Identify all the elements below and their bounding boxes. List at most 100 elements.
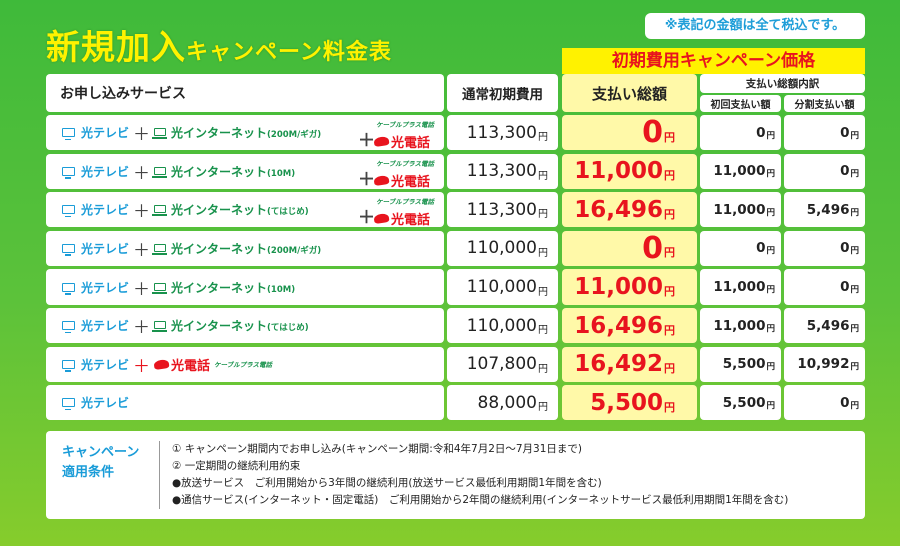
service-plan: (てはじめ) (267, 323, 309, 334)
split-fee: 5,496 円 (784, 308, 865, 344)
initial-fee-value: 5,500 (722, 394, 766, 411)
initial-fee-value: 11,000 (713, 317, 766, 334)
yen-unit: 円 (664, 323, 675, 337)
condition-line: ② 一定期間の継続利用約束 (172, 460, 301, 472)
initial-fee: 5,500 円 (700, 346, 781, 382)
plus-sign: ＋ (133, 163, 151, 184)
split-fee-value: 0 (840, 240, 850, 257)
service-plan: (10M) (267, 284, 296, 295)
yen-unit: 円 (850, 362, 859, 373)
plus-sign: ＋ (133, 318, 151, 339)
initial-fee-value: 11,000 (713, 279, 766, 296)
tv-icon (62, 321, 75, 334)
conditions-label-line1: キャンペーン (62, 445, 140, 460)
split-fee-value: 0 (840, 124, 850, 141)
pc-icon (152, 128, 168, 140)
service-phone-label: 光電話 (171, 358, 211, 374)
service-internet-label: 光インターネット (171, 280, 268, 295)
service-plan: (10M) (267, 168, 296, 179)
normal-fee-value: 113,300 (466, 161, 537, 182)
yen-unit: 円 (538, 402, 548, 414)
total-fee: 11,000 円 (562, 269, 697, 305)
header-split: 分割支払い額 (784, 95, 865, 112)
pc-icon (152, 321, 168, 333)
yen-unit: 円 (850, 400, 859, 411)
normal-fee: 113,300 円 (447, 192, 558, 228)
yen-unit: 円 (538, 209, 548, 221)
header-normal-fee: 通常初期費用 (447, 74, 558, 112)
yen-unit: 円 (664, 362, 675, 376)
phone-icon (373, 136, 390, 147)
initial-fee: 11,000 円 (700, 153, 781, 189)
normal-fee: 113,300 円 (447, 115, 558, 151)
yen-unit: 円 (850, 130, 859, 141)
normal-fee: 110,000 円 (447, 269, 558, 305)
tv-icon (62, 205, 75, 218)
header-service: お申し込みサービス (46, 74, 444, 112)
conditions-label: キャンペーン 適用条件 (62, 443, 154, 483)
normal-fee-value: 113,300 (466, 122, 537, 143)
initial-fee-value: 0 (756, 124, 766, 141)
pc-icon (152, 243, 168, 255)
pc-icon (152, 205, 168, 217)
total-fee: 5,500 円 (562, 385, 697, 421)
initial-fee: 11,000 円 (700, 269, 781, 305)
total-fee: 16,496 円 (562, 192, 697, 228)
title-sub: キャンペーン料金表 (186, 40, 392, 65)
service-tv-label: 光テレビ (81, 280, 130, 295)
yen-unit: 円 (538, 247, 548, 259)
service-phone-label: 光電話 (391, 213, 431, 228)
initial-fee-value: 11,000 (713, 201, 766, 218)
title-main: 新規加入 (46, 28, 186, 68)
service-plan: (200M/ギガ) (267, 130, 322, 141)
normal-fee-value: 113,300 (466, 199, 537, 220)
phone-line: 光電話 (373, 171, 430, 189)
service-tv-label: 光テレビ (81, 164, 130, 179)
service-plan: (てはじめ) (267, 207, 309, 218)
total-fee-value: 11,000 (574, 158, 663, 185)
campaign-conditions: キャンペーン 適用条件 ① キャンペーン期間内でお申し込み(キャンペーン期間:令… (46, 431, 865, 519)
split-fee-value: 5,496 (806, 317, 850, 334)
tax-note: ※表記の金額は全て税込です。 (645, 13, 865, 39)
plus-sign: ＋ (133, 202, 151, 223)
service-internet-label: 光インターネット (171, 241, 268, 256)
normal-fee-value: 88,000 (477, 392, 537, 413)
phone-option: ケーブルプラス電話＋ 光電話 (356, 117, 444, 150)
total-fee: 16,496 円 (562, 308, 697, 344)
pc-icon (152, 166, 168, 178)
plus-sign: ＋ (358, 131, 375, 151)
yen-unit: 円 (850, 169, 859, 180)
total-fee-value: 16,496 (574, 196, 663, 223)
tv-icon (62, 359, 75, 372)
yen-unit: 円 (538, 132, 548, 144)
conditions-list: ① キャンペーン期間内でお申し込み(キャンペーン期間:令和4年7月2日〜7月31… (172, 441, 788, 509)
yen-unit: 円 (850, 285, 859, 296)
yen-unit: 円 (664, 246, 675, 260)
yen-unit: 円 (766, 246, 775, 257)
service-internet-label: 光インターネット (171, 164, 268, 179)
plus-sign: ＋ (133, 279, 151, 300)
yen-unit: 円 (538, 325, 548, 337)
service-tv-label: 光テレビ (81, 357, 130, 372)
service-phone-label: 光電話 (391, 136, 431, 151)
initial-fee: 5,500 円 (700, 385, 781, 421)
yen-unit: 円 (850, 207, 859, 218)
yen-unit: 円 (538, 170, 548, 182)
yen-unit: 円 (664, 130, 675, 144)
phone-icon (153, 358, 170, 370)
normal-fee-value: 110,000 (466, 277, 537, 298)
split-fee-value: 0 (840, 394, 850, 411)
service-internet: 光インターネット(てはじめ) (152, 317, 309, 334)
yen-unit: 円 (538, 363, 548, 375)
service-internet: 光インターネット(200M/ギガ) (152, 240, 321, 257)
total-fee-value: 11,000 (574, 274, 663, 301)
service-cell: 光テレビ (46, 385, 444, 421)
yen-unit: 円 (766, 400, 775, 411)
normal-fee: 88,000 円 (447, 385, 558, 421)
total-fee: 16,492 円 (562, 346, 697, 382)
